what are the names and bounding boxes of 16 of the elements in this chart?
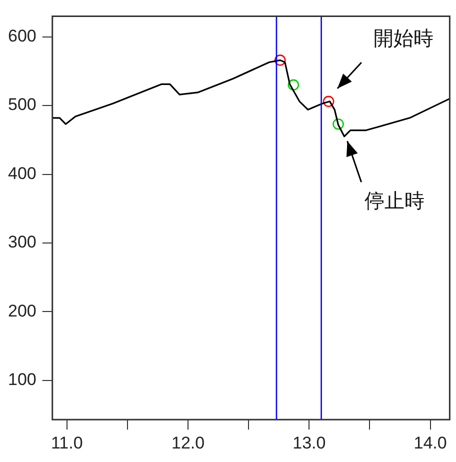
annotation: 開始時 bbox=[373, 28, 434, 50]
x-tick-label: 11.0 bbox=[50, 433, 83, 452]
point bbox=[288, 79, 300, 91]
y-tick-label: 200 bbox=[8, 301, 36, 320]
annotation: 停止時 bbox=[364, 190, 424, 213]
y-tick-label: 400 bbox=[8, 164, 36, 183]
point bbox=[274, 54, 286, 66]
y-tick-label: 500 bbox=[8, 95, 36, 114]
y-tick-label: 300 bbox=[8, 232, 36, 252]
point bbox=[332, 118, 344, 130]
x-tick-label: 14.0 bbox=[414, 433, 447, 452]
x-tick-label: 13.0 bbox=[292, 433, 326, 452]
point bbox=[322, 96, 334, 108]
y-tick-label: 600 bbox=[8, 26, 36, 46]
x-tick-label: 12.0 bbox=[171, 433, 205, 452]
y-tick-label: 100 bbox=[8, 370, 36, 390]
